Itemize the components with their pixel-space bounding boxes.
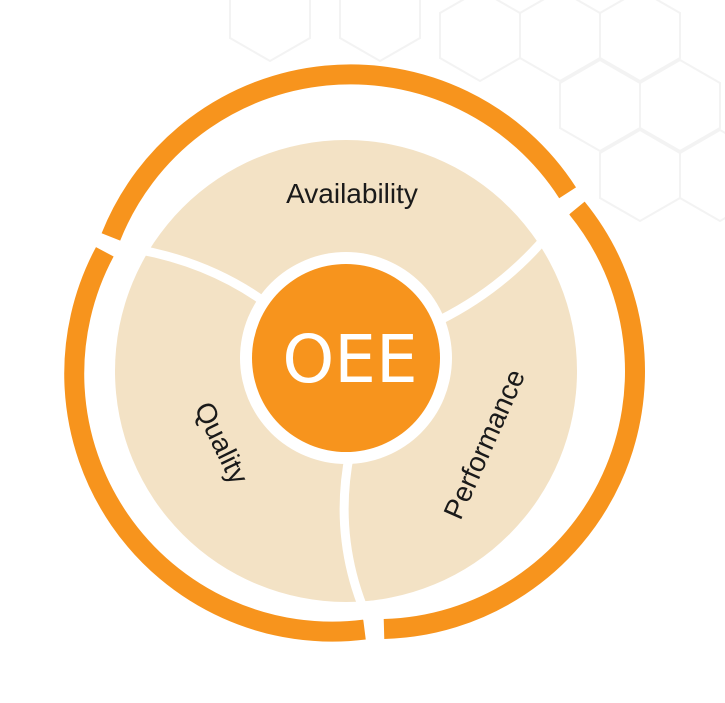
outer-ring (64, 64, 645, 642)
outer-arc-availability (101, 64, 577, 241)
outer-arc-performance (383, 201, 645, 639)
segment-label-availability: Availability (286, 178, 418, 209)
center-circle (252, 264, 440, 452)
background-hexagon-pattern (229, 0, 725, 223)
divider-availability-performance (435, 198, 577, 325)
outer-arc-quality (64, 247, 366, 642)
divider-performance-quality (339, 447, 383, 645)
center-label: OEE (282, 321, 417, 398)
